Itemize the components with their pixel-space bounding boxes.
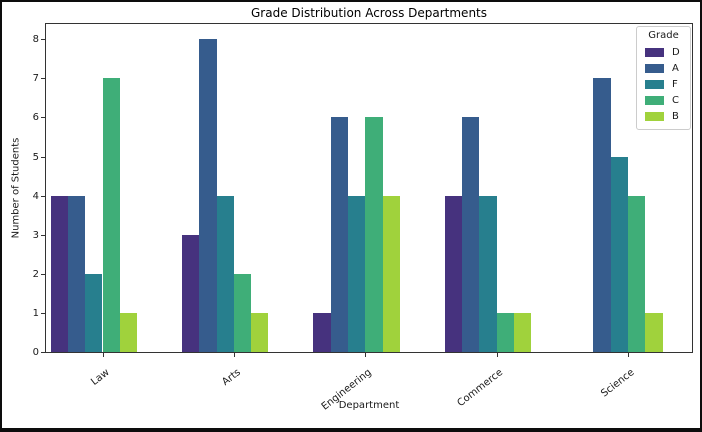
x-tick-mark bbox=[496, 353, 498, 357]
bar-B-commerce bbox=[513, 312, 532, 352]
chart-title: Grade Distribution Across Departments bbox=[250, 6, 487, 20]
y-tick-mark bbox=[41, 195, 45, 197]
bar-D-engineering bbox=[313, 312, 331, 352]
spine-left bbox=[45, 23, 46, 353]
legend-swatch-icon bbox=[645, 47, 664, 57]
legend-entry-C: C bbox=[645, 92, 682, 108]
legend-swatch-icon bbox=[645, 95, 664, 105]
x-tick-mark bbox=[233, 353, 235, 357]
legend-swatch-icon bbox=[645, 63, 664, 73]
y-tick-mark bbox=[41, 234, 45, 236]
x-axis-label: Department bbox=[338, 400, 400, 411]
y-tick-mark bbox=[41, 78, 45, 80]
legend-label: C bbox=[672, 94, 679, 106]
y-tick-mark bbox=[41, 156, 45, 158]
bar-A-law bbox=[67, 195, 86, 352]
legend-title: Grade bbox=[648, 30, 679, 41]
bar-C-commerce bbox=[496, 312, 514, 352]
y-tick-label-6: 6 bbox=[32, 112, 39, 124]
legend-entry-A: A bbox=[645, 60, 682, 76]
legend-label: B bbox=[672, 110, 679, 122]
bar-F-commerce bbox=[479, 195, 497, 352]
legend-entry-B: B bbox=[645, 108, 682, 124]
x-tick-label-arts: Arts bbox=[220, 367, 243, 389]
y-tick-label-4: 4 bbox=[32, 190, 39, 202]
bar-A-commerce bbox=[462, 117, 480, 352]
y-tick-mark bbox=[41, 117, 45, 119]
legend-entry-D: D bbox=[645, 44, 682, 60]
x-tick-label-commerce: Commerce bbox=[455, 367, 506, 410]
spine-bottom bbox=[45, 352, 693, 353]
x-tick-mark bbox=[627, 353, 629, 357]
legend-label: F bbox=[672, 78, 678, 90]
bar-C-engineering bbox=[365, 117, 383, 352]
bar-B-law bbox=[119, 312, 138, 352]
y-tick-label-5: 5 bbox=[32, 151, 39, 163]
y-tick-mark bbox=[41, 39, 45, 41]
x-tick-mark bbox=[102, 353, 104, 357]
spine-top bbox=[45, 23, 693, 24]
x-tick-mark bbox=[365, 353, 367, 357]
y-tick-label-7: 7 bbox=[32, 73, 39, 85]
y-tick-label-3: 3 bbox=[32, 229, 39, 241]
x-tick-label-law: Law bbox=[88, 367, 112, 388]
bar-C-science bbox=[627, 195, 646, 352]
bar-B-arts bbox=[251, 312, 269, 352]
bar-D-commerce bbox=[444, 195, 462, 352]
bar-A-arts bbox=[199, 39, 217, 352]
y-tick-label-8: 8 bbox=[32, 34, 39, 46]
y-tick-mark bbox=[41, 273, 45, 275]
bar-C-law bbox=[102, 78, 120, 352]
plot-area: Law Arts Engineering Commerce Science 0 1 2 3 4 5 6… bbox=[33, 23, 693, 413]
y-tick-label-0: 0 bbox=[32, 347, 39, 358]
y-tick-mark bbox=[41, 312, 45, 314]
legend-label: D bbox=[672, 46, 680, 58]
legend-entry-F: F bbox=[645, 76, 682, 92]
bar-A-engineering bbox=[330, 117, 348, 352]
bar-B-science bbox=[645, 312, 663, 352]
bar-D-arts bbox=[181, 234, 200, 352]
y-tick-label-2: 2 bbox=[32, 268, 39, 280]
spine-right bbox=[692, 23, 693, 353]
bar-D-law bbox=[50, 195, 68, 352]
x-tick-label-engineering: Engineering bbox=[319, 367, 375, 413]
legend-label: A bbox=[672, 62, 679, 74]
bar-F-science bbox=[610, 156, 628, 352]
bar-A-science bbox=[593, 78, 611, 352]
bar-F-law bbox=[85, 273, 103, 352]
bar-F-engineering bbox=[347, 195, 366, 352]
legend-swatch-icon bbox=[645, 79, 664, 89]
legend-swatch-icon bbox=[645, 111, 664, 121]
bar-B-engineering bbox=[382, 195, 400, 352]
y-tick-mark bbox=[41, 352, 45, 353]
y-tick-label-1: 1 bbox=[32, 307, 39, 319]
x-tick-label-science: Science bbox=[599, 367, 637, 400]
bar-C-arts bbox=[233, 273, 252, 352]
bar-F-arts bbox=[216, 195, 234, 352]
